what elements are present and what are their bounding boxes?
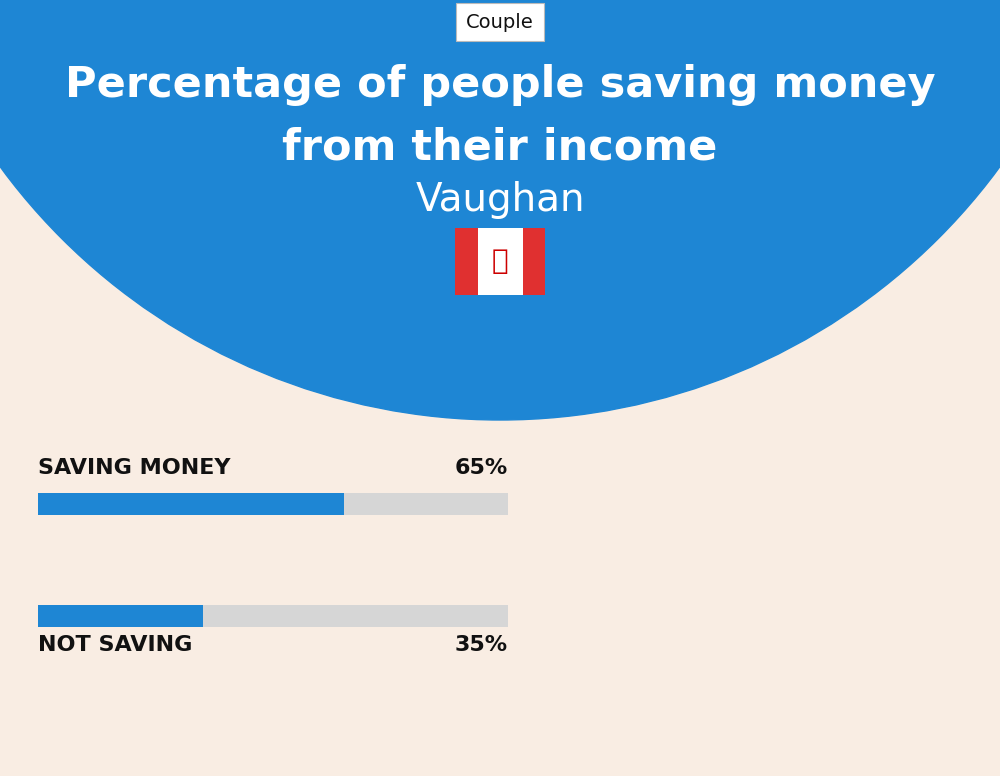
Circle shape	[0, 0, 1000, 420]
Text: 65%: 65%	[455, 458, 508, 478]
Text: Percentage of people saving money: Percentage of people saving money	[65, 64, 935, 106]
Bar	[38, 605, 508, 627]
Text: Couple: Couple	[466, 12, 534, 32]
Bar	[38, 605, 202, 627]
Text: from their income: from their income	[282, 127, 718, 169]
Bar	[522, 228, 545, 295]
Text: Vaughan: Vaughan	[415, 181, 585, 219]
Bar	[455, 228, 478, 295]
Bar	[455, 228, 545, 295]
Bar	[38, 493, 508, 515]
Text: 🍁: 🍁	[492, 248, 508, 275]
Bar	[38, 493, 344, 515]
Text: 35%: 35%	[455, 635, 508, 655]
Text: NOT SAVING: NOT SAVING	[38, 635, 192, 655]
Text: SAVING MONEY: SAVING MONEY	[38, 458, 230, 478]
